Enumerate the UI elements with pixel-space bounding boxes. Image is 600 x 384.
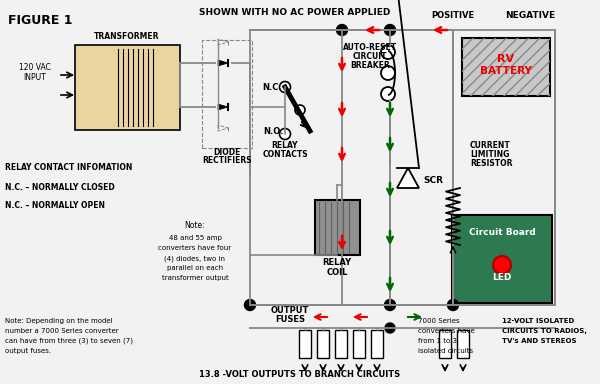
Circle shape (280, 81, 290, 93)
Text: 13.8 -VOLT OUTPUTS TO BRANCH CIRCUITS: 13.8 -VOLT OUTPUTS TO BRANCH CIRCUITS (199, 370, 401, 379)
Text: DIODE: DIODE (214, 148, 241, 157)
Text: N.C. – NORMALLY OPEN: N.C. – NORMALLY OPEN (5, 201, 105, 210)
Bar (315, 200, 360, 255)
Text: CIRCUITS TO RADIOS,: CIRCUITS TO RADIOS, (502, 328, 587, 334)
Circle shape (381, 87, 395, 101)
Text: parallel on each: parallel on each (167, 265, 223, 271)
Text: FIGURE 1: FIGURE 1 (8, 14, 73, 27)
Text: isolated circuits: isolated circuits (418, 348, 473, 354)
Text: CONTACTS: CONTACTS (262, 150, 308, 159)
Text: NEGATIVE: NEGATIVE (505, 11, 555, 20)
Bar (452, 215, 552, 303)
Text: INPUT: INPUT (23, 73, 46, 82)
Text: CIRCUIT: CIRCUIT (353, 52, 387, 61)
Circle shape (337, 25, 347, 35)
Text: AUTO-RESET: AUTO-RESET (343, 43, 397, 52)
Text: Note:: Note: (185, 221, 205, 230)
Text: RELAY CONTACT INFOMATION: RELAY CONTACT INFOMATION (5, 163, 133, 172)
Text: 120 VAC: 120 VAC (19, 63, 51, 72)
Text: BREAKER: BREAKER (350, 61, 390, 70)
Text: LIMITING: LIMITING (470, 150, 509, 159)
Text: LED: LED (493, 273, 512, 282)
Circle shape (381, 45, 395, 59)
Text: 12-VOLT ISOLATED: 12-VOLT ISOLATED (502, 318, 574, 324)
Circle shape (385, 300, 395, 311)
Bar (202, 40, 252, 148)
Text: Note: Depending on the model: Note: Depending on the model (5, 318, 113, 324)
Text: TV's AND STEREOS: TV's AND STEREOS (502, 338, 577, 344)
Circle shape (381, 66, 395, 80)
Text: TRANSFORMER: TRANSFORMER (94, 32, 160, 41)
Text: converters have: converters have (418, 328, 475, 334)
Text: 7000 Series: 7000 Series (418, 318, 460, 324)
Text: 48 and 55 amp: 48 and 55 amp (169, 235, 221, 241)
Bar (457, 330, 469, 358)
Text: FUSES: FUSES (275, 315, 305, 324)
Text: can have from three (3) to seven (7): can have from three (3) to seven (7) (5, 338, 133, 344)
Text: transformer output: transformer output (161, 275, 229, 281)
Bar (439, 330, 451, 358)
Text: from 1 to 3: from 1 to 3 (418, 338, 457, 344)
Text: RELAY: RELAY (322, 258, 352, 267)
Text: POSITIVE: POSITIVE (431, 11, 475, 20)
Text: output fuses.: output fuses. (5, 348, 51, 354)
Bar (462, 38, 550, 96)
Text: N.O.: N.O. (263, 127, 283, 136)
Text: RV: RV (497, 54, 515, 64)
Bar (317, 330, 329, 358)
Text: CURRENT: CURRENT (470, 141, 511, 150)
Polygon shape (218, 104, 228, 110)
Text: SCR: SCR (423, 176, 443, 185)
Text: RECTIFIERS: RECTIFIERS (202, 156, 252, 165)
Bar (299, 330, 311, 358)
Text: BATTERY: BATTERY (480, 66, 532, 76)
Text: RELAY: RELAY (272, 141, 298, 150)
Text: Circuit Board: Circuit Board (469, 228, 535, 237)
Circle shape (493, 256, 511, 274)
Bar (75, 45, 180, 130)
Text: N.C. – NORMALLY CLOSED: N.C. – NORMALLY CLOSED (5, 183, 115, 192)
Text: N.C.: N.C. (262, 83, 281, 92)
Text: (4) diodes, two in: (4) diodes, two in (164, 255, 226, 262)
Text: converters have four: converters have four (158, 245, 232, 251)
Circle shape (385, 323, 395, 333)
Text: OUTPUT: OUTPUT (271, 306, 309, 315)
Polygon shape (218, 60, 228, 66)
Text: RESISTOR: RESISTOR (470, 159, 512, 168)
Text: number a 7000 Series converter: number a 7000 Series converter (5, 328, 119, 334)
Bar (462, 38, 550, 96)
Circle shape (448, 300, 458, 311)
Circle shape (295, 105, 305, 115)
Circle shape (385, 25, 395, 35)
Polygon shape (397, 168, 419, 188)
Circle shape (245, 300, 256, 311)
Text: COIL: COIL (326, 268, 347, 277)
Bar (353, 330, 365, 358)
Text: SHOWN WITH NO AC POWER APPLIED: SHOWN WITH NO AC POWER APPLIED (199, 8, 391, 17)
Circle shape (280, 129, 290, 139)
Bar (335, 330, 347, 358)
Bar (371, 330, 383, 358)
